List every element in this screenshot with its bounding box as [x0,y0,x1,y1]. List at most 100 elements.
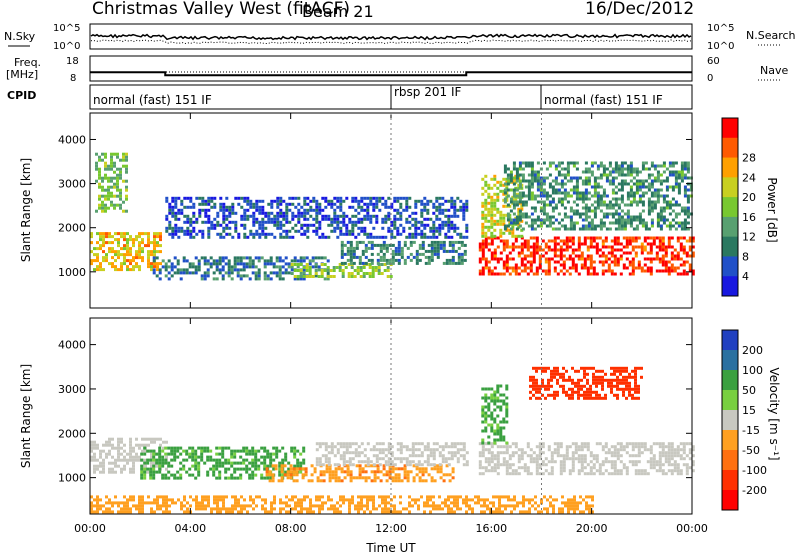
echo-cell [677,203,681,207]
echo-cell [412,240,416,244]
echo-cell [505,242,509,246]
echo-cell [688,263,692,267]
echo-cell [258,208,262,212]
echo-cell [102,259,105,263]
echo-cell [568,472,572,476]
echo-cell [249,229,253,233]
echo-cell [487,448,491,452]
echo-cell [518,161,522,165]
echo-cell [376,258,380,262]
echo-cell [565,245,569,249]
echo-cell [616,236,620,240]
echo-cell [589,366,592,370]
echo-cell [550,384,553,388]
echo-cell [161,458,165,462]
echo-cell [258,220,262,224]
echo-cell [143,467,147,471]
echo-cell [117,268,120,272]
echo-cell [623,224,627,228]
echo-cell [520,457,524,461]
echo-cell [159,437,162,441]
echo-cell [314,269,318,272]
echo-cell [659,164,663,168]
echo-cell [596,224,600,228]
echo-cell [189,199,193,203]
echo-cell [583,236,587,240]
echo-cell [279,232,283,236]
echo-cell [394,246,398,250]
echo-cell [514,234,518,238]
echo-cell [536,185,540,189]
echo-cell [427,473,431,477]
echo-cell [569,188,573,192]
echo-cell [285,205,289,209]
echo-cell [637,263,641,267]
echo-cell [533,179,537,183]
echo-cell [141,507,144,511]
echo-cell [116,152,119,156]
echo-cell [604,393,607,397]
echo-cell [574,445,578,449]
echo-cell [209,458,213,462]
echo-cell [527,185,531,189]
echo-cell [524,200,528,204]
echo-cell [518,191,522,195]
echo-cell [487,396,491,400]
echo-cell [331,476,335,480]
echo-cell [689,188,693,192]
echo-cell [629,203,633,207]
echo-cell [520,245,524,249]
echo-cell [117,244,120,248]
echo-cell [110,164,113,168]
echo-cell [478,463,482,467]
echo-cell [388,470,392,474]
echo-cell [331,470,335,474]
echo-cell [502,460,506,464]
echo-cell [264,220,268,224]
echo-cell [577,384,580,388]
echo-cell [195,504,198,508]
echo-cell [354,448,358,452]
colorbar-tick-label: 12 [742,231,756,244]
echo-cell [188,467,192,471]
echo-cell [400,246,404,250]
echo-cell [347,275,351,278]
echo-cell [598,236,602,240]
echo-cell [487,423,491,427]
echo-cell [396,442,400,446]
echo-cell [685,260,689,264]
echo-cell [366,211,370,215]
echo-cell [290,272,294,275]
echo-cell [336,220,340,224]
echo-cell [457,252,461,256]
echo-cell [126,244,129,248]
echo-cell [643,445,647,449]
echo-cell [224,467,228,471]
echo-cell [481,245,485,249]
echo-cell [236,467,240,471]
echo-cell [682,463,686,467]
echo-cell [562,366,565,370]
echo-cell [351,457,355,461]
echo-cell [243,214,247,218]
echo-cell [102,443,105,447]
echo-cell [418,479,422,483]
echo-cell [358,464,362,468]
echo-cell [328,479,332,483]
echo-cell [212,464,216,468]
echo-cell [129,458,132,462]
echo-cell [391,243,395,247]
echo-cell [194,256,198,260]
echo-cell [487,207,491,211]
echo-cell [281,446,285,450]
echo-cell [529,260,533,264]
echo-cell [658,248,662,252]
echo-cell [403,240,407,244]
echo-cell [527,188,531,192]
echo-cell [625,466,629,470]
echo-cell [674,161,678,165]
echo-cell [584,182,588,186]
echo-cell [592,245,596,249]
echo-cell [653,167,657,171]
echo-cell [680,167,684,171]
